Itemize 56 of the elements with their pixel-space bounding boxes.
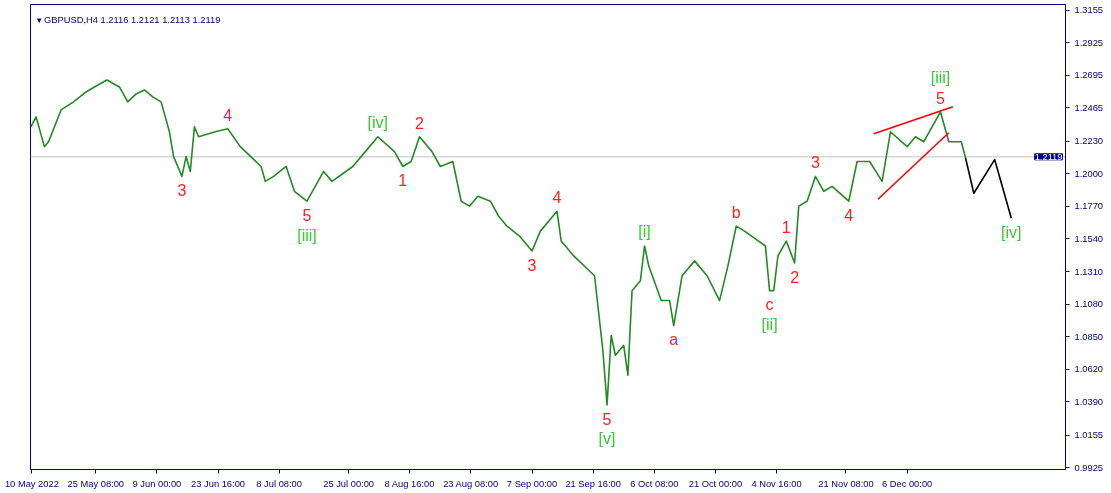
- y-tick-label: 1.0620: [1074, 364, 1104, 375]
- y-tick-label: 0.9925: [1074, 462, 1104, 473]
- x-tick-label: 21 Nov 08:00: [818, 478, 874, 489]
- annotation: [v]: [598, 430, 616, 448]
- x-tick-label: 7 Sep 00:00: [506, 478, 558, 489]
- y-tick-label: 1.2230: [1074, 136, 1104, 147]
- annotation: 5: [302, 207, 312, 225]
- x-tick-label: 6 Oct 08:00: [630, 478, 679, 489]
- annotation: 4: [844, 207, 854, 225]
- annotation: 3: [177, 182, 187, 200]
- y-tick-label: 1.1770: [1074, 201, 1104, 212]
- annotation: [iv]: [367, 114, 389, 132]
- y-tick-label: 1.3155: [1074, 5, 1104, 16]
- y-tick-label: 1.0390: [1074, 396, 1104, 407]
- annotation: [iii]: [297, 226, 317, 244]
- x-tick-label: 9 Jun 00:00: [132, 478, 182, 489]
- annotation: 4: [223, 106, 233, 124]
- annotation: [ii]: [761, 316, 778, 334]
- annotation: 3: [810, 154, 820, 172]
- y-tick-label: 1.2000: [1074, 168, 1104, 179]
- y-tick-label: 1.2465: [1074, 102, 1104, 113]
- y-tick-label: 1.0850: [1074, 331, 1104, 342]
- annotation: [iii]: [930, 69, 951, 87]
- text: ▾ GBPUSD,H4 1.2116 1.2121 1.2113 1.2119: [36, 14, 221, 25]
- annotation: 5: [936, 89, 946, 107]
- line-series: [964, 156, 1013, 220]
- annotation: 1: [398, 172, 408, 190]
- y-tick-label: 1.0155: [1074, 430, 1104, 441]
- x-tick-label: 25 Jul 00:00: [323, 478, 375, 489]
- x-tick-label: 4 Nov 16:00: [751, 478, 802, 489]
- y-tick-label: 1.1540: [1074, 233, 1104, 244]
- x-tick-label: 23 Jun 16:00: [191, 478, 246, 489]
- x-tick-label: 10 May 2022: [4, 478, 59, 489]
- x-tick-label: 21 Oct 00:00: [688, 478, 743, 489]
- annotation: 3: [527, 256, 537, 274]
- annotation: 2: [790, 268, 800, 286]
- annotation: c: [765, 296, 774, 314]
- annotation: 2: [415, 114, 425, 132]
- y-tick-label: 1.2695: [1074, 70, 1104, 81]
- annotation: 5: [602, 410, 612, 428]
- annotation: [iv]: [1001, 223, 1022, 241]
- ref-line-label: 1.2119: [1034, 151, 1063, 162]
- y-tick-label: 1.1080: [1074, 299, 1104, 310]
- x-tick-label: 21 Sep 16:00: [565, 478, 621, 489]
- annotation: a: [669, 331, 679, 349]
- x-tick-label: 23 Aug 08:00: [443, 478, 499, 489]
- y-tick-label: 1.1310: [1074, 266, 1104, 277]
- annotation: [i]: [638, 223, 651, 241]
- annotation: b: [731, 203, 741, 221]
- x-tick-label: 6 Dec 00:00: [881, 478, 933, 489]
- x-tick-label: 8 Jul 08:00: [256, 478, 302, 489]
- annotation: 4: [552, 189, 562, 207]
- x-tick-label: 25 May 08:00: [67, 478, 125, 489]
- x-tick-label: 8 Aug 16:00: [384, 478, 435, 489]
- annotation: 1: [781, 219, 791, 237]
- y-tick-label: 1.2925: [1074, 37, 1104, 48]
